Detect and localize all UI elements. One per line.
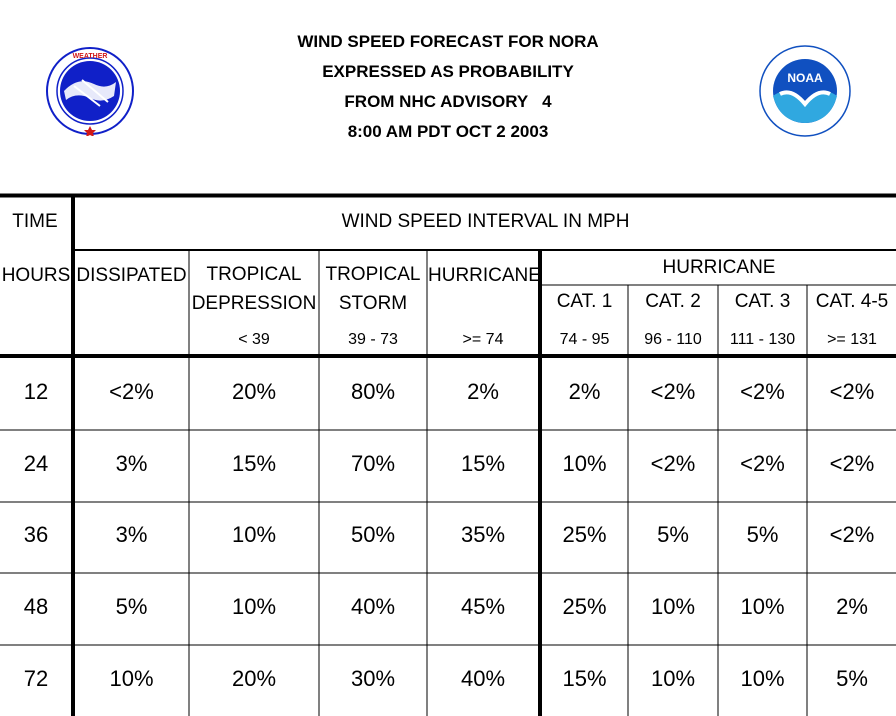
- title-line-3: FROM NHC ADVISORY 4: [344, 92, 552, 111]
- noaa-logo-text: NOAA: [787, 71, 823, 85]
- probability-cell: 70%: [350, 451, 396, 476]
- time-label: TIME: [12, 211, 58, 232]
- probability-cell: 10%: [562, 451, 607, 476]
- probability-cell: <2%: [829, 379, 875, 404]
- probability-cell: <2%: [650, 451, 696, 476]
- probability-cell: 5%: [115, 594, 148, 619]
- probability-cell: 10%: [109, 666, 154, 691]
- probability-cell: 15%: [460, 451, 506, 476]
- title-line-4: 8:00 AM PDT OCT 2 2003: [347, 122, 549, 141]
- probability-cell: 10%: [650, 666, 696, 691]
- dissipated-header: DISSIPATED: [76, 265, 187, 286]
- probability-cell: 3%: [115, 522, 148, 547]
- tropical-depression-range: < 39: [238, 331, 270, 348]
- probability-cell: 25%: [562, 522, 607, 547]
- probability-cell: 3%: [115, 451, 148, 476]
- probability-cell: 20%: [231, 666, 277, 691]
- tropical-storm-header-2: STORM: [338, 293, 408, 314]
- probability-cell: 10%: [650, 594, 696, 619]
- probability-cell: <2%: [829, 451, 875, 476]
- svg-text:WEATHER: WEATHER: [73, 53, 108, 60]
- probability-cell: 80%: [350, 379, 396, 404]
- probability-cell: <2%: [740, 451, 785, 476]
- probability-cell: <2%: [109, 379, 154, 404]
- tropical-depression-header-2: DEPRESSION: [191, 293, 317, 314]
- probability-cell: 10%: [740, 594, 785, 619]
- probability-cell: 30%: [350, 666, 396, 691]
- title-line-1: WIND SPEED FORECAST FOR NORA: [297, 32, 599, 51]
- probability-cell: 45%: [460, 594, 506, 619]
- row-hours-cell: 24: [23, 451, 49, 476]
- row-hours-cell: 12: [23, 379, 49, 404]
- row-hours-cell: 48: [23, 594, 49, 619]
- cat2-range: 96 - 110: [644, 331, 702, 348]
- probability-cell: 40%: [350, 594, 396, 619]
- tropical-storm-range: 39 - 73: [348, 331, 398, 348]
- hurricane-group-header: HURRICANE: [662, 257, 776, 278]
- probability-cell: 35%: [460, 522, 506, 547]
- probability-cell: 10%: [231, 594, 277, 619]
- cat45-range: >= 131: [827, 331, 877, 348]
- probability-cell: 2%: [467, 379, 499, 404]
- forecast-title: WIND SPEED FORECAST FOR NORA EXPRESSED A…: [0, 27, 896, 147]
- title-line-2: EXPRESSED AS PROBABILITY: [322, 62, 574, 81]
- probability-cell: 50%: [350, 522, 396, 547]
- row-hours-cell: 36: [23, 522, 49, 547]
- probability-cell: 5%: [657, 522, 689, 547]
- row-hours-cell: 72: [23, 666, 49, 691]
- interval-label: WIND SPEED INTERVAL IN MPH: [341, 211, 630, 232]
- cat3-header: CAT. 3: [734, 291, 791, 312]
- probability-cell: 2%: [568, 379, 601, 404]
- probability-cell: 20%: [231, 379, 277, 404]
- probability-cell: <2%: [829, 522, 875, 547]
- tropical-depression-header-1: TROPICAL: [206, 264, 302, 285]
- cat2-header: CAT. 2: [645, 291, 701, 312]
- probability-cell: 2%: [836, 594, 868, 619]
- hurricane-header: HURRICANE: [428, 265, 541, 286]
- probability-cell: 40%: [460, 666, 506, 691]
- tropical-storm-header-1: TROPICAL: [325, 264, 421, 285]
- probability-cell: 10%: [231, 522, 277, 547]
- probability-cell: 5%: [746, 522, 779, 547]
- cat3-range: 111 - 130: [729, 331, 796, 348]
- probability-cell: 15%: [562, 666, 607, 691]
- probability-cell: 5%: [836, 666, 868, 691]
- hours-label: HOURS: [1, 265, 71, 286]
- cat1-header: CAT. 1: [556, 291, 613, 312]
- probability-cell: 10%: [740, 666, 785, 691]
- cat45-header: CAT. 4-5: [815, 291, 889, 312]
- noaa-logo: NOAA: [759, 45, 851, 137]
- probability-cell: 25%: [562, 594, 607, 619]
- cat1-range: 74 - 95: [559, 331, 610, 348]
- probability-cell: <2%: [740, 379, 785, 404]
- hurricane-range: >= 74: [462, 331, 504, 348]
- probability-cell: <2%: [650, 379, 696, 404]
- probability-cell: 15%: [231, 451, 277, 476]
- national-weather-service-logo: WEATHER: [46, 47, 134, 136]
